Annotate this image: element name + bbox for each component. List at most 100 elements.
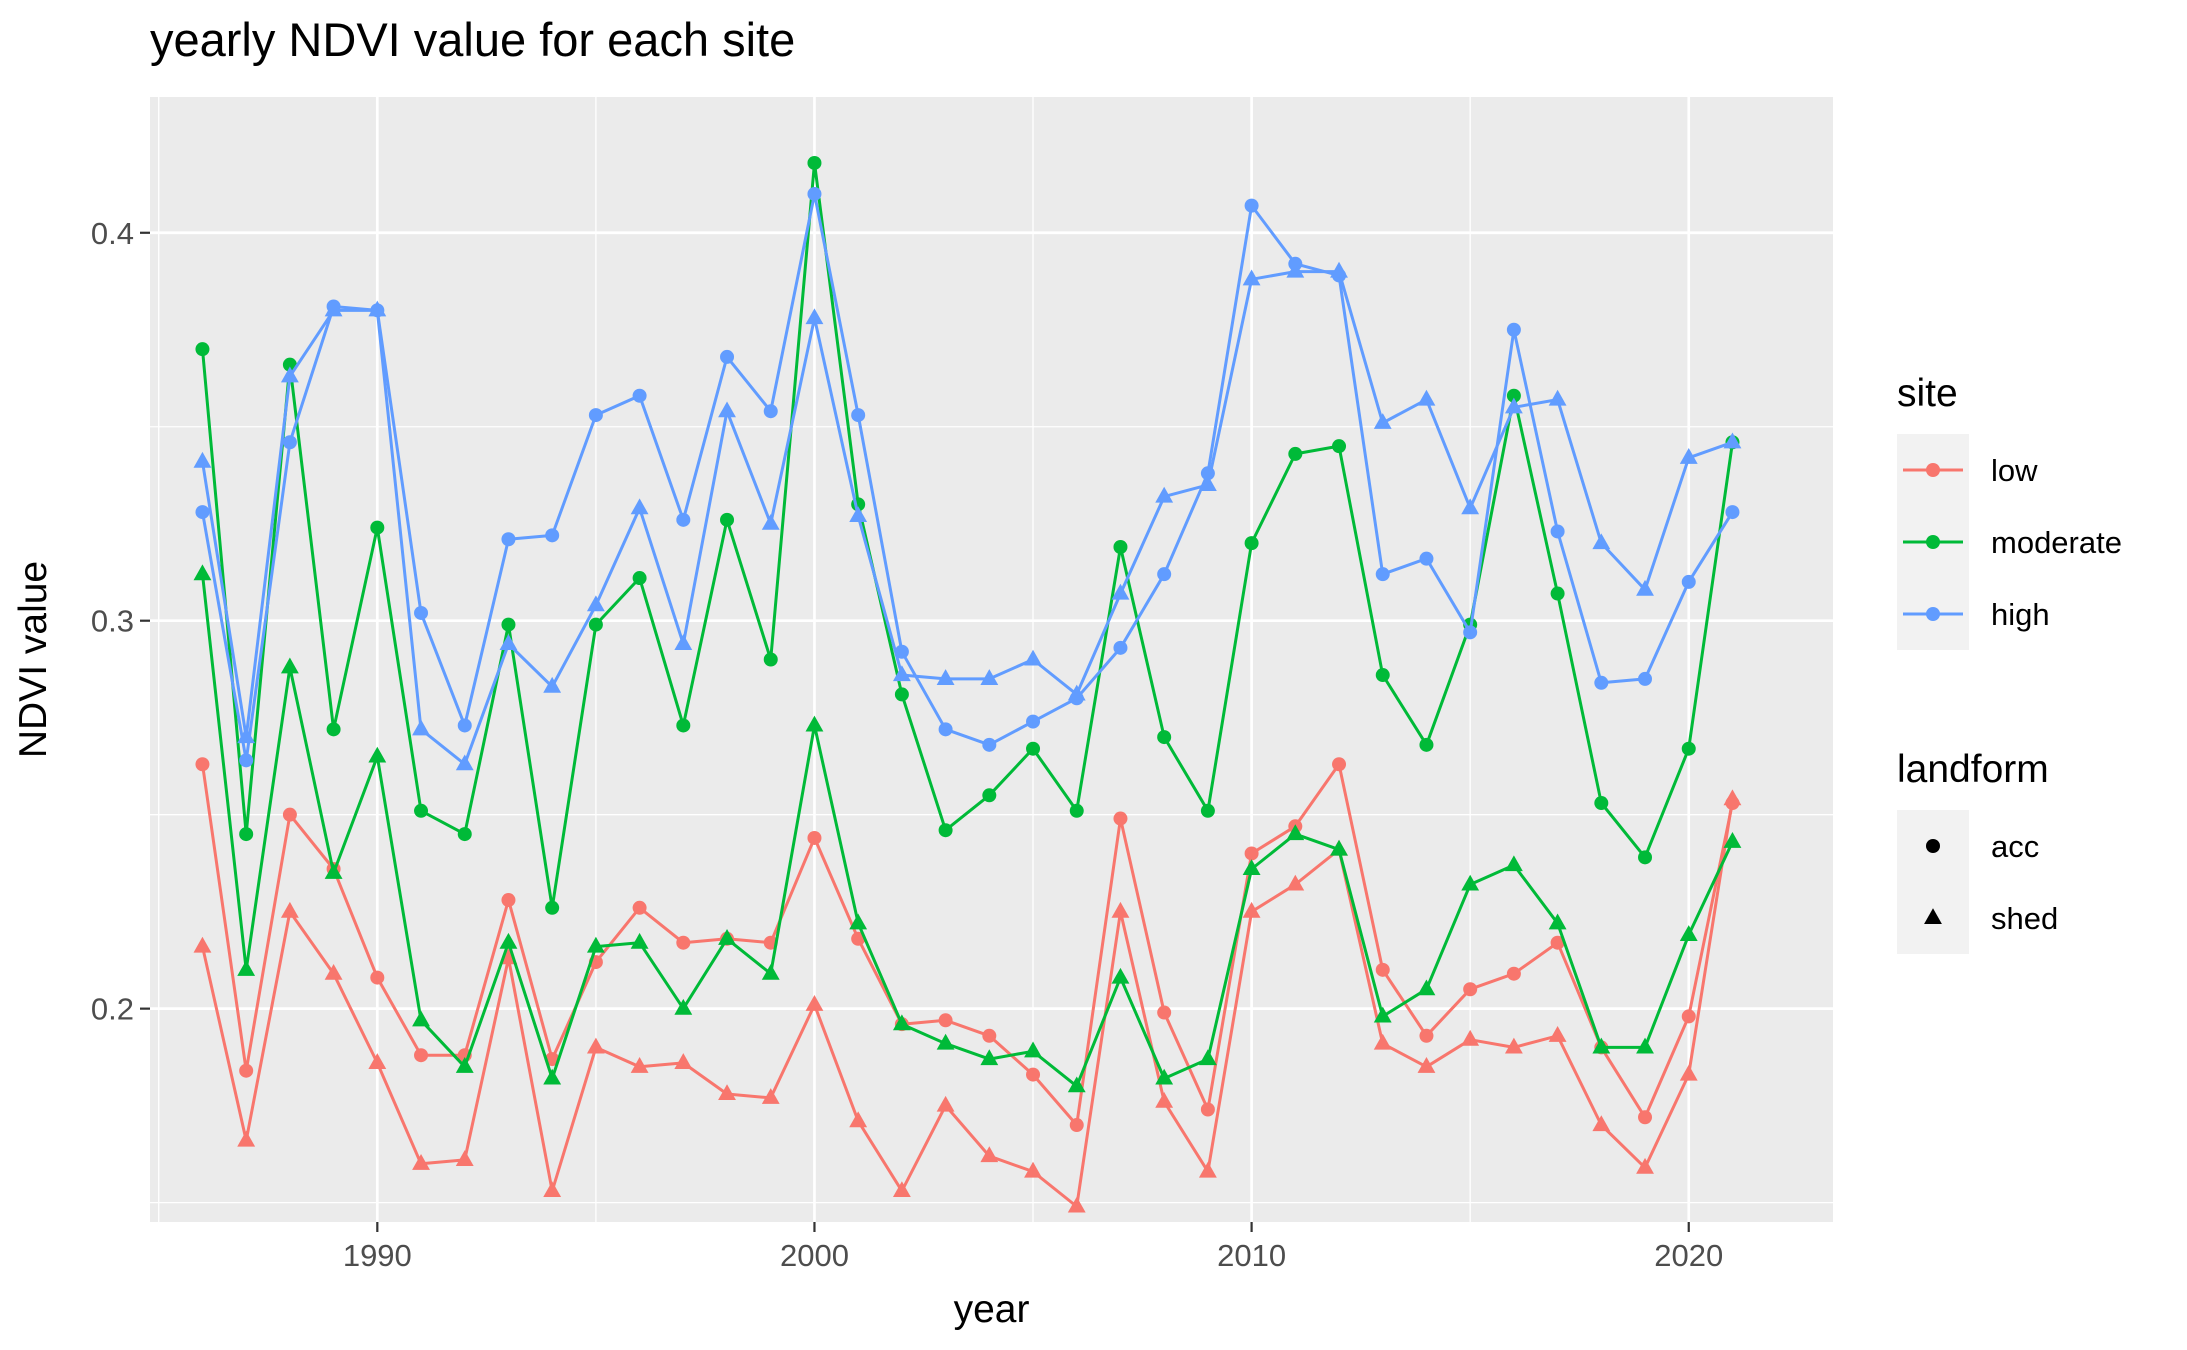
x-tick-label: 2020 bbox=[1654, 1238, 1723, 1273]
point-moderate-shed bbox=[1242, 859, 1261, 876]
point-moderate-acc bbox=[1288, 446, 1303, 461]
point-moderate-acc bbox=[588, 617, 603, 632]
point-low-acc bbox=[1550, 935, 1565, 950]
point-moderate-shed bbox=[1024, 1041, 1042, 1058]
point-high-acc bbox=[1113, 640, 1128, 655]
series-low-shed bbox=[193, 789, 1742, 1213]
legend-title-site: site bbox=[1897, 372, 1958, 415]
point-moderate-acc bbox=[326, 722, 341, 737]
point-high-acc bbox=[1375, 567, 1390, 582]
point-high-acc bbox=[1594, 675, 1609, 690]
point-high-shed bbox=[368, 300, 387, 317]
point-high-acc bbox=[763, 404, 778, 419]
point-low-acc bbox=[807, 830, 822, 845]
point-low-acc bbox=[982, 1028, 997, 1043]
point-low-acc bbox=[1681, 1009, 1696, 1024]
point-high-acc bbox=[807, 186, 822, 201]
point-low-shed bbox=[1373, 1033, 1392, 1050]
point-low-acc bbox=[1463, 982, 1478, 997]
point-high-shed bbox=[543, 676, 562, 693]
point-high-acc bbox=[282, 435, 297, 450]
point-low-shed bbox=[1067, 1196, 1086, 1213]
point-low-shed bbox=[1723, 789, 1742, 806]
point-high-shed bbox=[1461, 498, 1480, 515]
point-low-shed bbox=[1155, 1091, 1174, 1108]
legend-label-shed: shed bbox=[1991, 901, 2058, 936]
point-low-shed bbox=[1198, 1161, 1217, 1178]
point-high-acc bbox=[720, 349, 735, 364]
point-moderate-shed bbox=[849, 913, 868, 930]
point-high-shed bbox=[1155, 486, 1174, 503]
point-moderate-shed bbox=[936, 1033, 955, 1050]
point-moderate-acc bbox=[982, 788, 997, 803]
x-tick-label: 1990 bbox=[343, 1238, 412, 1273]
point-moderate-shed bbox=[586, 936, 605, 953]
point-moderate-acc bbox=[894, 687, 909, 702]
point-low-acc bbox=[414, 1048, 429, 1063]
point-high-acc bbox=[894, 644, 909, 659]
point-moderate-acc bbox=[1026, 741, 1041, 756]
point-moderate-shed bbox=[1286, 824, 1305, 841]
point-high-acc bbox=[501, 532, 516, 547]
point-low-shed bbox=[1024, 1161, 1042, 1178]
x-axis-title: year bbox=[954, 1288, 1030, 1331]
legend-key-point-high bbox=[1926, 607, 1940, 621]
point-high-shed bbox=[630, 498, 649, 515]
point-high-shed bbox=[586, 595, 605, 612]
point-low-shed bbox=[980, 1146, 999, 1163]
x-tick-label: 2000 bbox=[780, 1238, 849, 1273]
series-moderate-shed bbox=[193, 564, 1742, 1093]
point-low-acc bbox=[1157, 1005, 1172, 1020]
point-low-shed bbox=[849, 1111, 868, 1128]
point-low-acc bbox=[632, 900, 647, 915]
point-moderate-shed bbox=[805, 715, 824, 732]
point-moderate-acc bbox=[720, 512, 735, 527]
point-low-shed bbox=[1548, 1026, 1567, 1042]
point-moderate-shed bbox=[1723, 832, 1742, 848]
point-moderate-acc bbox=[414, 803, 429, 818]
point-low-acc bbox=[195, 757, 210, 772]
point-moderate-shed bbox=[761, 963, 780, 980]
point-low-shed bbox=[1242, 901, 1261, 918]
point-low-shed bbox=[1592, 1115, 1611, 1132]
legend-key-point-moderate bbox=[1926, 535, 1940, 549]
point-high-acc bbox=[457, 718, 472, 733]
point-high-shed bbox=[1242, 269, 1261, 286]
point-low-acc bbox=[1419, 1028, 1434, 1043]
point-moderate-acc bbox=[1681, 741, 1696, 756]
point-low-shed bbox=[1636, 1157, 1654, 1174]
point-moderate-shed bbox=[237, 960, 256, 976]
point-moderate-shed bbox=[1504, 855, 1523, 872]
point-low-shed bbox=[718, 1084, 736, 1101]
point-low-shed bbox=[892, 1181, 911, 1198]
point-low-acc bbox=[938, 1013, 953, 1028]
point-low-shed bbox=[368, 1053, 387, 1070]
point-moderate-shed bbox=[1198, 1049, 1217, 1066]
point-moderate-shed bbox=[630, 932, 649, 949]
point-high-acc bbox=[1638, 671, 1653, 686]
legend-site: site low moderate high bbox=[1897, 372, 2122, 650]
point-high-acc bbox=[1463, 625, 1478, 640]
legend-label-high: high bbox=[1991, 597, 2050, 632]
point-moderate-acc bbox=[807, 155, 822, 170]
point-low-acc bbox=[239, 1063, 254, 1078]
point-moderate-acc bbox=[239, 827, 254, 842]
point-low-acc bbox=[1069, 1118, 1084, 1133]
point-low-shed bbox=[1111, 901, 1130, 918]
point-moderate-acc bbox=[938, 823, 953, 838]
point-high-acc bbox=[545, 528, 560, 543]
point-moderate-acc bbox=[457, 827, 472, 842]
point-low-acc bbox=[1506, 966, 1521, 981]
point-high-acc bbox=[676, 512, 691, 527]
line-moderate-shed bbox=[201, 574, 1734, 1088]
point-high-shed bbox=[412, 719, 430, 736]
point-moderate-shed bbox=[412, 1010, 430, 1027]
point-low-shed bbox=[630, 1057, 649, 1073]
point-moderate-acc bbox=[1506, 388, 1521, 403]
point-high-shed bbox=[237, 727, 256, 744]
point-high-shed bbox=[980, 669, 999, 685]
point-high-shed bbox=[849, 506, 868, 523]
point-high-shed bbox=[1636, 579, 1654, 596]
point-high-shed bbox=[455, 754, 474, 771]
